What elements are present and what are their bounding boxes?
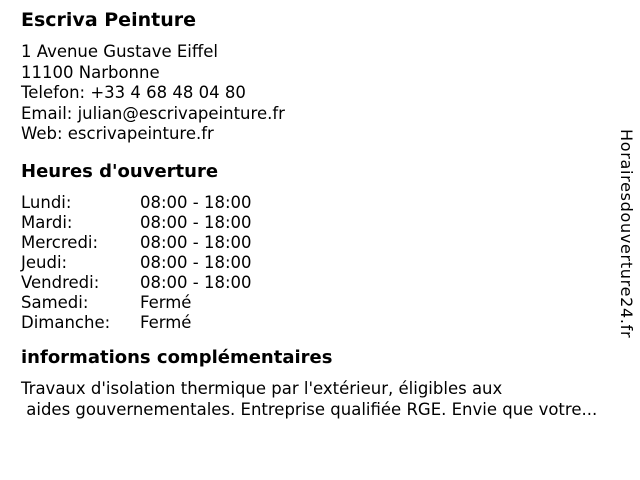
watermark-site-name: Horairesdouverture24.fr xyxy=(617,129,636,339)
additional-info-text: Travaux d'isolation thermique par l'exté… xyxy=(21,379,598,419)
hours-value: Fermé xyxy=(140,293,192,312)
email-line: Email: julian@escrivapeinture.fr xyxy=(21,103,285,123)
day-label: Mardi: xyxy=(21,213,73,232)
day-label: Samedi: xyxy=(21,293,89,312)
hours-row-monday: Lundi: 08:00 - 18:00 xyxy=(21,193,252,213)
opening-hours-heading: Heures d'ouverture xyxy=(21,161,219,182)
day-label: Jeudi: xyxy=(21,253,68,272)
day-label: Vendredi: xyxy=(21,273,100,292)
opening-hours-table: Lundi: 08:00 - 18:00 Mardi: 08:00 - 18:0… xyxy=(21,193,252,333)
hours-row-saturday: Samedi: Fermé xyxy=(21,293,252,313)
hours-value: 08:00 - 18:00 xyxy=(140,213,252,232)
additional-info-heading: informations complémentaires xyxy=(21,347,333,368)
hours-row-thursday: Jeudi: 08:00 - 18:00 xyxy=(21,253,252,273)
hours-value: 08:00 - 18:00 xyxy=(140,233,252,252)
hours-row-friday: Vendredi: 08:00 - 18:00 xyxy=(21,273,252,293)
contact-block: 1 Avenue Gustave Eiffel 11100 Narbonne T… xyxy=(21,42,285,145)
day-label: Dimanche: xyxy=(21,313,111,332)
website-line: Web: escrivapeinture.fr xyxy=(21,124,214,143)
hours-row-tuesday: Mardi: 08:00 - 18:00 xyxy=(21,213,252,233)
hours-row-sunday: Dimanche: Fermé xyxy=(21,313,252,333)
address-city: 11100 Narbonne xyxy=(21,62,160,82)
business-name: Escriva Peinture xyxy=(21,9,196,31)
address-street: 1 Avenue Gustave Eiffel xyxy=(21,42,218,61)
phone-line: Telefon: +33 4 68 48 04 80 xyxy=(21,83,246,102)
hours-value: 08:00 - 18:00 xyxy=(140,193,252,212)
hours-row-wednesday: Mercredi: 08:00 - 18:00 xyxy=(21,233,252,253)
day-label: Mercredi: xyxy=(21,233,99,252)
day-label: Lundi: xyxy=(21,193,72,212)
hours-value: 08:00 - 18:00 xyxy=(140,273,252,292)
hours-value: 08:00 - 18:00 xyxy=(140,253,252,272)
hours-value: Fermé xyxy=(140,313,192,332)
